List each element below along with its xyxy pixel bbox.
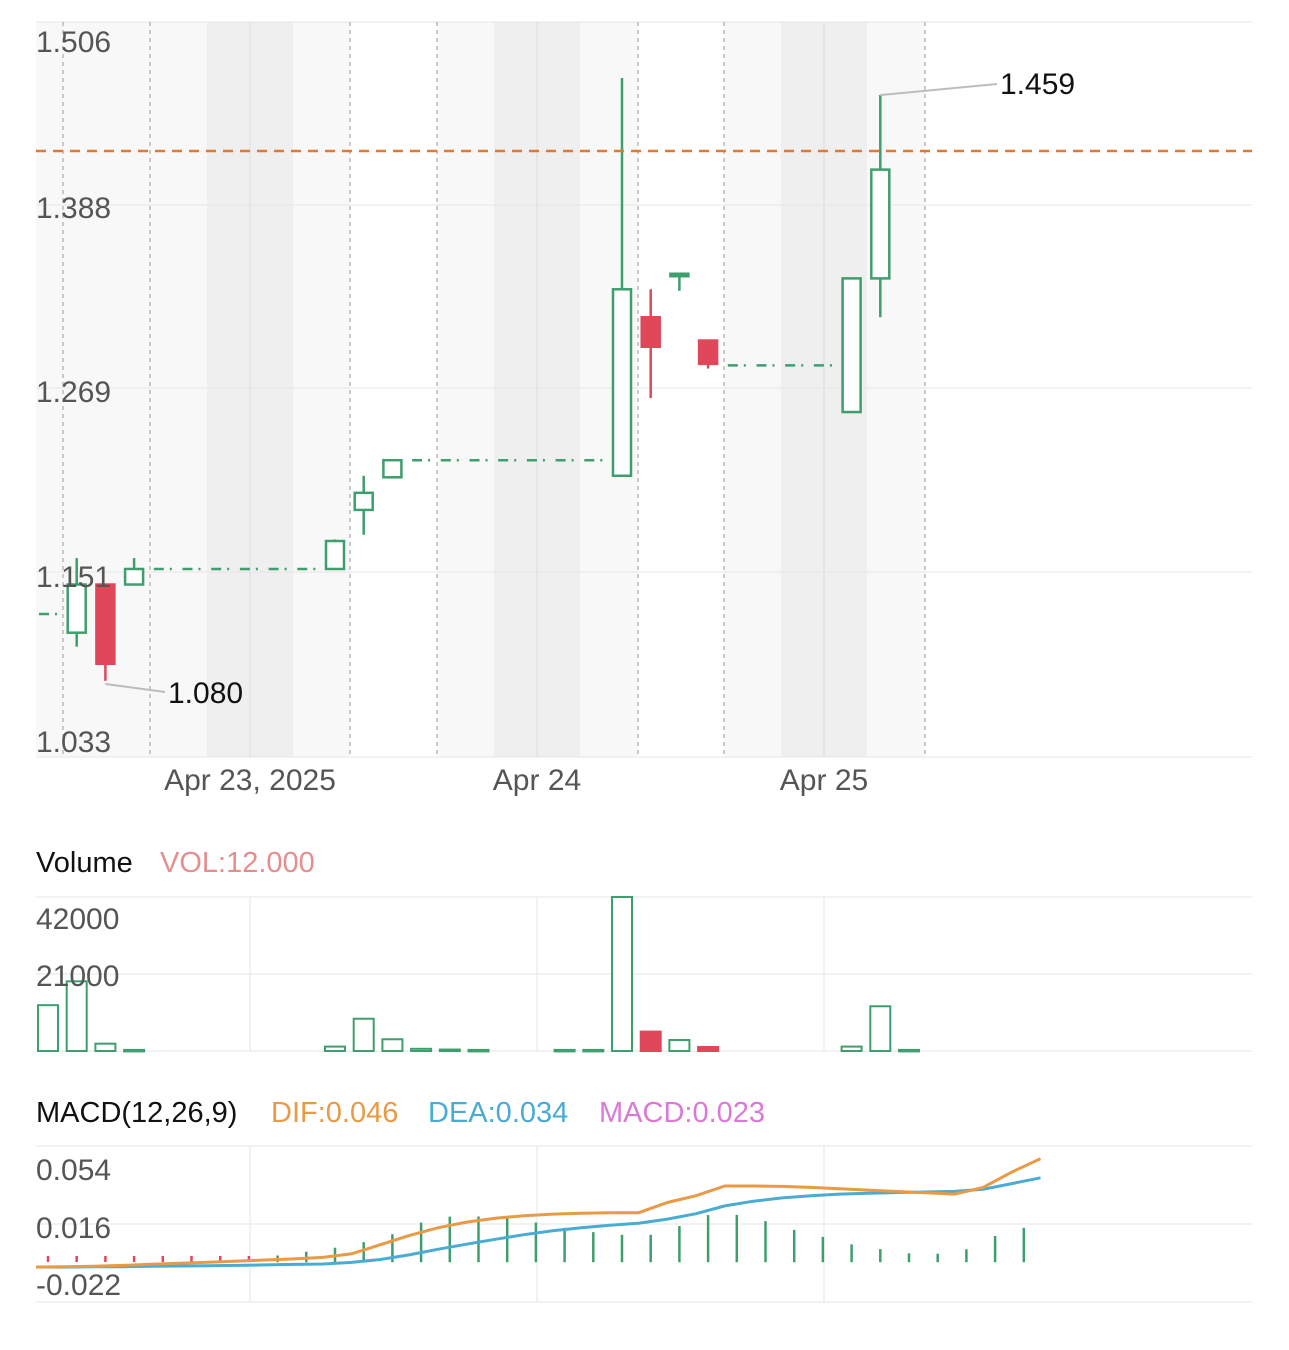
price-pane[interactable] — [36, 77, 1252, 693]
candle-body-up — [324, 539, 346, 571]
session-band — [150, 22, 207, 757]
volume-bar-up — [553, 1048, 576, 1053]
volume-bar-up — [840, 1045, 863, 1052]
volume-bar-up — [898, 1048, 920, 1053]
session-band — [437, 22, 494, 757]
macd-title: MACD(12,26,9) — [36, 1097, 237, 1129]
price-y-tick: 1.388 — [36, 192, 111, 225]
volume-y-tick: 42000 — [36, 903, 119, 936]
volume-bar-up — [65, 980, 88, 1052]
session-band — [293, 22, 350, 757]
volume-bar-up — [123, 1048, 146, 1053]
candle-body-up — [382, 458, 403, 479]
volume-bar-up — [582, 1048, 605, 1053]
volume-pane[interactable] — [37, 896, 920, 1053]
volume-bar-up — [410, 1047, 433, 1053]
volume-bar-up — [438, 1048, 461, 1053]
high-price-label: 1.459 — [1000, 68, 1075, 101]
session-band — [867, 22, 925, 757]
candle-body-up — [353, 491, 374, 512]
volume-bar-up — [611, 896, 633, 1052]
candle-body-down — [697, 339, 719, 366]
macd-y-tick: -0.022 — [36, 1269, 121, 1302]
volume-title: Volume — [36, 847, 133, 879]
volume-y-tick: 21000 — [36, 960, 119, 993]
price-y-tick: 1.151 — [36, 561, 111, 594]
candle-body-up — [611, 288, 633, 477]
high-leader-line — [880, 83, 998, 97]
dif-line — [35, 1157, 1042, 1269]
session-band — [724, 22, 781, 757]
price-y-tick: 1.506 — [36, 26, 111, 59]
volume-bar-up — [668, 1039, 691, 1052]
candle-body-down — [95, 583, 116, 666]
x-axis-date-label: Apr 25 — [780, 764, 868, 797]
candle-body-up — [841, 277, 862, 414]
candle-body-up — [66, 583, 87, 634]
volume-bar-up — [352, 1017, 375, 1053]
volume-bar-up — [467, 1048, 490, 1053]
volume-bar-up — [94, 1042, 117, 1052]
volume-bar-up — [869, 1005, 892, 1052]
volume-bar-down — [639, 1030, 662, 1052]
session-shading — [36, 22, 925, 757]
candle-body-down — [640, 315, 661, 349]
low-price-label: 1.080 — [168, 677, 243, 710]
price-y-tick: 1.033 — [36, 726, 111, 759]
volume-bar-up — [324, 1045, 346, 1052]
macd-y-tick: 0.054 — [36, 1154, 111, 1187]
volume-bar-up — [381, 1038, 404, 1053]
volume-value-label: VOL:12.000 — [160, 847, 315, 879]
volume-bar-down — [697, 1045, 720, 1053]
dea-line — [35, 1176, 1041, 1269]
session-band — [36, 22, 150, 757]
candle-body-up — [669, 272, 690, 278]
gridlines — [36, 21, 1252, 1303]
macd-dif-label: DIF:0.046 — [271, 1097, 398, 1129]
candle-body-up — [870, 168, 891, 280]
macd-histogram-label: MACD:0.023 — [599, 1097, 765, 1129]
macd-pane[interactable] — [35, 1157, 1042, 1269]
price-y-tick: 1.269 — [36, 376, 111, 409]
candle-body-up — [123, 567, 145, 586]
macd-y-tick: 0.016 — [36, 1212, 111, 1245]
macd-dea-label: DEA:0.034 — [428, 1097, 568, 1129]
low-leader-line — [105, 682, 166, 693]
axis-labels: 1.506 1.388 1.269 1.151 1.033 Apr 23, 20… — [36, 26, 1075, 1302]
volume-bar-up — [37, 1004, 59, 1053]
x-axis-date-label: Apr 23, 2025 — [164, 764, 336, 797]
x-axis-date-label: Apr 24 — [493, 764, 581, 797]
